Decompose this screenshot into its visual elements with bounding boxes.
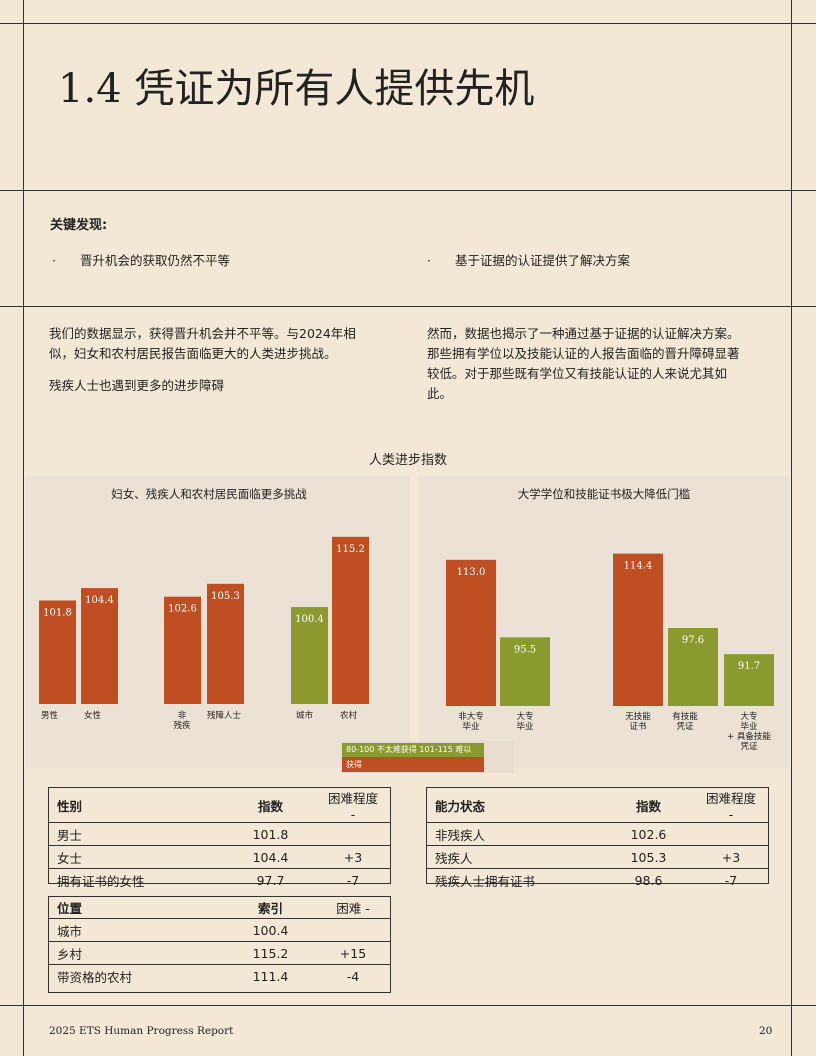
chart-heading: 人类进步指数 [368, 453, 447, 468]
category-label: 城市 [296, 710, 314, 721]
left-paragraph-2: 残疾人士也遇到更多的进步障碍 [49, 378, 225, 393]
category-label: 大专毕业+ 具备技能凭证 [727, 711, 771, 752]
table-row: 女士 104.4 +3 [49, 845, 390, 869]
bar-value-label: 105.3 [211, 591, 240, 602]
frame-line [0, 23, 816, 24]
bar-value-label: 114.4 [624, 561, 653, 572]
frame-line [0, 306, 816, 307]
key-finding-item: · 晋升机会的获取仍然不平等 [52, 253, 231, 268]
bar [446, 559, 496, 706]
location-table: 位置 索引 困难 - 城市 100.4 乡村 115.2 +15 带资格的农村 111.… [48, 896, 391, 993]
bar [724, 654, 774, 706]
category-label: 男性 [41, 710, 59, 721]
bar [39, 600, 76, 704]
frame-line [0, 190, 816, 191]
category-label: 有技能凭证 [672, 711, 698, 732]
chart-legend: 80-100 不太难获得 101-115 难以 获得 [340, 741, 514, 773]
category-label: 非残疾 [173, 710, 191, 731]
bar [613, 553, 663, 706]
table-header: 能力状态 [427, 788, 603, 823]
bar-value-label: 113.0 [457, 567, 486, 578]
gender-table: 性别 指数 困难程度 - 男士 101.8 女士 104.4 +3 拥有证书的女性 97… [48, 787, 391, 889]
table-row: 拥有证书的女性 97.7 -7 [57, 872, 360, 889]
bar [164, 596, 201, 704]
category-label: 大专毕业 [516, 711, 533, 732]
chart-title-right: 大学学位和技能证书极大降低门槛 [517, 487, 691, 501]
footer-page-number: 20 [759, 1025, 773, 1037]
table-row: 非残疾人 102.6 [427, 822, 768, 846]
bar-value-label: 102.6 [168, 604, 197, 615]
category-label: 无技能证书 [625, 711, 651, 732]
table-header: 困难程度 - [694, 788, 768, 823]
bar [668, 628, 718, 706]
bar [207, 583, 244, 704]
page-title: 1.4 凭证为所有人提供先机 [58, 66, 535, 112]
category-label: 女性 [84, 710, 102, 721]
table-row: 残疾人 105.3 +3 [427, 845, 768, 869]
table-row: 男士 101.8 [49, 822, 390, 846]
table-header: 困难 - [316, 897, 390, 919]
bar [81, 588, 118, 704]
table-row: 带资格的农村 111.4 -4 [57, 968, 360, 985]
bar-value-label: 101.8 [43, 607, 72, 618]
table-row: 乡村 115.2 +15 [49, 941, 390, 965]
table-header: 性别 [49, 788, 225, 823]
frame-line [791, 0, 792, 1056]
table-header: 指数 [225, 788, 316, 823]
category-label: 非大专毕业 [458, 711, 484, 732]
frame-line [0, 1005, 816, 1006]
footer-report-name: 2025 ETS Human Progress Report [49, 1025, 234, 1037]
bar-value-label: 97.6 [682, 635, 704, 646]
bar-value-label: 91.7 [738, 661, 760, 672]
bar-value-label: 104.4 [85, 595, 114, 606]
table-header: 索引 [225, 897, 316, 919]
bar [500, 637, 550, 706]
bar [291, 607, 328, 704]
category-label: 农村 [340, 710, 358, 721]
category-label: 残障人士 [207, 710, 242, 721]
key-finding-item: · 基于证据的认证提供了解决方案 [427, 253, 631, 268]
legend-orange: 获得 [342, 757, 484, 772]
left-paragraph: 我们的数据显示，获得晋升机会并不平等。与2024年相似，妇女和农村居民报告面临更… [49, 326, 356, 361]
table-row: 残疾人士拥有证书 98.6 -7 [435, 872, 738, 889]
table-header: 位置 [49, 897, 225, 919]
chart-title-left: 妇女、残疾人和农村居民面临更多挑战 [111, 487, 307, 501]
bar-value-label: 95.5 [514, 644, 536, 655]
bar [332, 536, 369, 704]
bar-value-label: 115.2 [336, 544, 365, 555]
key-findings-label: 关键发现: [50, 218, 108, 233]
ability-table: 能力状态 指数 困难程度 - 非残疾人 102.6 残疾人 105.3 +3 残疾人士… [426, 787, 769, 889]
bar-value-label: 100.4 [295, 614, 324, 625]
table-header: 困难程度 - [316, 788, 390, 823]
frame-line [23, 0, 24, 1056]
legend-green: 80-100 不太难获得 101-115 难以 [342, 743, 484, 757]
right-paragraph: 然而，数据也揭示了一种通过基于证据的认证解决方案。那些拥有学位以及技能认证的人报… [427, 326, 740, 401]
table-row: 城市 100.4 [49, 918, 390, 942]
table-header: 指数 [603, 788, 694, 823]
